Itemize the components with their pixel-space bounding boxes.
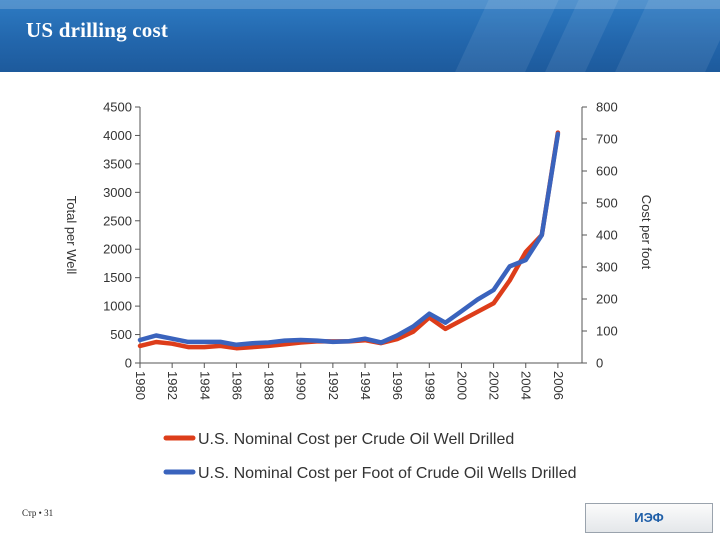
right-tick-label: 600 [596, 164, 618, 179]
left-axis-title: Total per Well [64, 196, 79, 275]
right-tick-label: 800 [596, 100, 618, 115]
right-tick-label: 100 [596, 324, 618, 339]
right-axis-ticks: 0 100 200 300 400 500 600 700 800 [582, 100, 618, 371]
left-tick-label: 2000 [103, 242, 132, 257]
left-tick-label: 2500 [103, 213, 132, 228]
right-tick-label: 500 [596, 196, 618, 211]
series-lines [137, 130, 561, 351]
left-tick-label: 1000 [103, 299, 132, 314]
axis-titles: Total per Well Cost per foot [64, 195, 654, 275]
x-tick-label: 2002 [487, 371, 502, 400]
x-tick-label: 1982 [165, 371, 180, 400]
footer-badge: ИЭФ [585, 503, 713, 533]
left-tick-label: 3500 [103, 156, 132, 171]
left-axis-ticks: 0 500 1000 1500 2000 2500 3000 3500 4000 4500 [103, 100, 140, 371]
left-tick-label: 0 [125, 356, 132, 371]
x-tick-label: 1998 [422, 371, 437, 400]
right-tick-label: 200 [596, 292, 618, 307]
footer-page-label: Стр • 31 [22, 508, 54, 518]
left-tick-label: 4000 [103, 128, 132, 143]
x-axis-ticks: 1980 1982 1984 1986 1988 1990 1992 1994 1996 1998… [133, 363, 566, 400]
x-tick-label: 1986 [229, 371, 244, 400]
left-tick-label: 4500 [103, 100, 132, 115]
x-tick-label: 2000 [454, 371, 469, 400]
series-line-cost-per-foot [137, 131, 561, 348]
x-tick-label: 2004 [519, 371, 534, 400]
x-tick-label: 1994 [358, 371, 373, 400]
x-tick-label: 1992 [326, 371, 341, 400]
slide-title: US drilling cost [26, 18, 169, 42]
x-tick-label: 2006 [551, 371, 566, 400]
x-tick-label: 1980 [133, 371, 148, 400]
plot-frame [139, 107, 583, 364]
right-tick-label: 400 [596, 228, 618, 243]
legend-entry: U.S. Nominal Cost per Crude Oil Well Dri… [198, 431, 514, 448]
right-tick-label: 700 [596, 132, 618, 147]
header-top-band [0, 0, 720, 9]
legend-entry: U.S. Nominal Cost per Foot of Crude Oil … [198, 465, 577, 482]
left-tick-label: 500 [110, 327, 132, 342]
chart-legend: U.S. Nominal Cost per Crude Oil Well Dri… [163, 431, 577, 482]
right-axis-title: Cost per foot [639, 195, 654, 270]
x-tick-label: 1990 [294, 371, 309, 400]
right-tick-label: 300 [596, 260, 618, 275]
left-tick-label: 1500 [103, 270, 132, 285]
right-tick-label: 0 [596, 356, 603, 371]
x-tick-label: 1984 [197, 371, 212, 400]
series-line-cost-per-well [137, 130, 561, 351]
x-tick-label: 1988 [262, 371, 277, 400]
slide-header: US drilling cost [0, 0, 720, 72]
left-tick-label: 3000 [103, 185, 132, 200]
x-tick-label: 1996 [390, 371, 405, 400]
